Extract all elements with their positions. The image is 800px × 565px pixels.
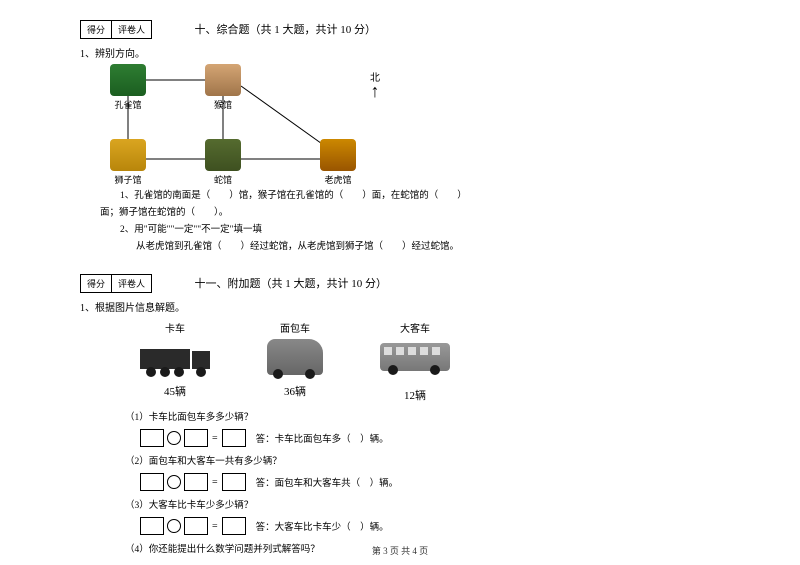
blank-box [222,429,246,447]
sq2: （2）面包车和大客车一共有多少辆？ [125,453,720,467]
bus-label: 大客车 [380,320,450,335]
truck-icon [140,339,210,379]
equals-sign: = [212,477,218,488]
blank-circle [167,431,181,445]
monkey-icon [205,64,241,96]
blank-box [140,517,164,535]
diagram-lines [110,64,450,184]
peacock-icon [110,64,146,96]
bus-count: 12辆 [380,387,450,403]
arrow-up-icon: ↑ [370,84,380,98]
ans1: 答：卡车比面包车多（ ）辆。 [256,431,389,445]
direction-diagram: 孔雀馆 猴馆 狮子馆 蛇馆 老虎馆 北 ↑ [110,64,450,184]
score-label-11: 得分 [81,275,112,292]
vehicle-bus: 大客车 12辆 [380,320,450,403]
equals-sign: = [212,433,218,444]
sub-q-1b: 面；狮子馆在蛇馆的（ ）。 [100,205,720,222]
tiger-icon [320,139,356,171]
bus-icon [380,343,450,383]
score-box-11: 得分 评卷人 [80,274,152,293]
section-10-title: 十、综合题（共 1 大题，共计 10 分） [195,21,377,37]
monkey-label: 猴馆 [214,100,232,110]
sq1: （1）卡车比面包车多多少辆？ [125,409,720,423]
ans2: 答：面包车和大客车共（ ）辆。 [256,475,399,489]
sub-q-1a: 1、孔雀馆的南面是（ ）馆，猴子馆在孔雀馆的（ ）面，在蛇馆的（ ） [120,188,720,205]
north-indicator: 北 ↑ [370,69,380,98]
lion-label: 狮子馆 [114,175,141,185]
snake-icon [205,139,241,171]
vehicle-van: 面包车 36辆 [260,320,330,403]
pavilion-monkey: 猴馆 [205,64,241,111]
pavilion-snake: 蛇馆 [205,139,241,186]
vehicle-row: 卡车 45辆 面包车 36辆 [140,320,720,403]
blank-box [184,429,208,447]
ans3: 答：大客车比卡车少（ ）辆。 [256,519,389,533]
blank-box [222,473,246,491]
vehicle-truck: 卡车 45辆 [140,320,210,403]
blank-box [140,473,164,491]
blank-circle [167,519,181,533]
q11-1: 1、根据图片信息解题。 [80,299,720,314]
pavilion-lion: 狮子馆 [110,139,146,186]
section-11: 得分 评卷人 十一、附加题（共 1 大题，共计 10 分） 1、根据图片信息解题… [80,274,720,555]
calc-row-1: = 答：卡车比面包车多（ ）辆。 [140,429,720,447]
sub-q-2b: 从老虎馆到孔雀馆（ ）经过蛇馆，从老虎馆到狮子馆（ ）经过蛇馆。 [136,239,720,256]
score-box-10: 得分 评卷人 [80,20,152,39]
grader-label-11: 评卷人 [112,275,151,292]
tiger-label: 老虎馆 [324,175,351,185]
sq3: （3）大客车比卡车少多少辆？ [125,497,720,511]
calc-row-3: = 答：大客车比卡车少（ ）辆。 [140,517,720,535]
van-label: 面包车 [260,320,330,335]
blank-box [140,429,164,447]
blank-box [222,517,246,535]
truck-label: 卡车 [140,320,210,335]
page-footer: 第 3 页 共 4 页 [0,544,800,557]
sub-q-2a: 2、用"可能""一定""不一定"填一填 [120,222,720,239]
q10-1: 1、辨别方向。 [80,45,720,60]
section-10: 得分 评卷人 十、综合题（共 1 大题，共计 10 分） 1、辨别方向。 孔雀馆… [80,20,720,256]
section-11-title: 十一、附加题（共 1 大题，共计 10 分） [195,275,388,291]
calc-row-2: = 答：面包车和大客车共（ ）辆。 [140,473,720,491]
equals-sign: = [212,521,218,532]
snake-label: 蛇馆 [214,175,232,185]
grader-label: 评卷人 [112,21,151,38]
van-icon [260,339,330,379]
peacock-label: 孔雀馆 [114,100,141,110]
blank-box [184,517,208,535]
score-label: 得分 [81,21,112,38]
blank-box [184,473,208,491]
lion-icon [110,139,146,171]
van-count: 36辆 [260,383,330,399]
pavilion-tiger: 老虎馆 [320,139,356,186]
pavilion-peacock: 孔雀馆 [110,64,146,111]
truck-count: 45辆 [140,383,210,399]
blank-circle [167,475,181,489]
